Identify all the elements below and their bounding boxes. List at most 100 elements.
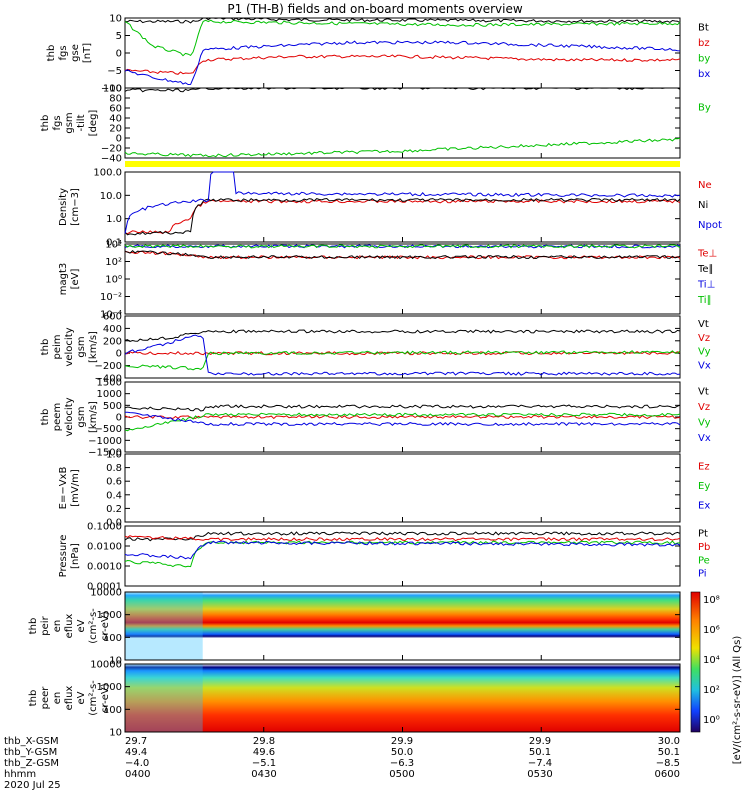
footer-row-label: hhmm xyxy=(4,769,36,780)
legend-Vy: Vy xyxy=(698,347,711,358)
ytick-label: −200 xyxy=(95,361,122,372)
panel-frame xyxy=(124,171,681,243)
ytick-label: 200 xyxy=(103,336,122,347)
ylabel: eV xyxy=(76,691,87,704)
ytick-label: 100 xyxy=(103,633,122,644)
ylabel: eV xyxy=(76,619,87,632)
panel-magt3: 10⁴ 10² 10⁰ 10⁻² 10⁻⁴ magt3 [eV] Te⊥ Te∥ Ti⊥ Ti∥ xyxy=(58,240,717,321)
ylabel: en xyxy=(52,692,63,705)
footer-value: 50.0 xyxy=(391,747,413,758)
series-line-Pb xyxy=(124,535,681,542)
ylabel: thb xyxy=(40,339,51,356)
ylabel: fgs xyxy=(52,115,63,130)
legend-Ni: Ni xyxy=(698,200,708,211)
legend-Ey: Ey xyxy=(698,481,710,492)
legend-Pb: Pb xyxy=(698,542,710,553)
footer-value: 0600 xyxy=(655,769,680,780)
ylabel: velocity xyxy=(64,327,75,366)
series-line-Vy xyxy=(124,350,681,371)
ytick-label: −1500 xyxy=(88,448,122,459)
ytick-label: 0 xyxy=(116,349,122,360)
series-line-Bt xyxy=(124,17,681,24)
series-line-bz xyxy=(124,54,681,75)
ylabel: (cm²-s- xyxy=(88,680,99,716)
ylabel: eflux xyxy=(64,614,75,639)
ytick-label: 0 xyxy=(116,413,122,424)
spectrogram xyxy=(125,664,680,732)
legend-Vz: Vz xyxy=(698,333,710,344)
legend-Ex: Ex xyxy=(698,500,710,511)
ylabel: peim xyxy=(52,334,63,359)
colorbar-tick: 10⁶ xyxy=(703,625,720,636)
footer-value: 30.0 xyxy=(658,736,680,747)
ytick-label: 20 xyxy=(109,124,122,135)
ylabel: -tilt xyxy=(76,114,87,131)
ytick-label: 0.1000 xyxy=(87,522,122,533)
ytick-label: 0.0010 xyxy=(87,562,122,573)
ylabel: gsm xyxy=(64,112,75,133)
legend-By: By xyxy=(698,102,711,113)
ylabel: (cm²-s- xyxy=(88,608,99,644)
ylabel: sr-eV) xyxy=(100,611,111,640)
panel-efield: 1.0 0.8 0.6 0.4 0.2 0.0 E=−VxB [mV/m] Ez Ey Ex xyxy=(58,450,710,529)
series-line-Ni xyxy=(124,197,681,236)
ylabel: peem xyxy=(52,403,63,431)
ytick-label: 0.4 xyxy=(106,490,122,501)
series-line-Pe xyxy=(124,540,681,568)
ylabel: Density xyxy=(58,188,69,226)
ytick-label: 80 xyxy=(109,94,122,105)
ytick-label: 10² xyxy=(105,257,122,268)
ytick-label: 100 xyxy=(103,84,122,95)
series-line-Pt xyxy=(124,531,681,542)
series-line-Vt xyxy=(124,329,681,342)
ytick-label: 0.2 xyxy=(106,504,122,515)
ytick-label: 400 xyxy=(103,324,122,335)
ytick-label: 500 xyxy=(103,401,122,412)
ylabel: [cm−3] xyxy=(70,188,81,226)
footer-value: −5.1 xyxy=(252,758,276,769)
panel-frame xyxy=(124,243,681,315)
ytick-label: 600 xyxy=(103,312,122,323)
spectrogram-early xyxy=(125,664,203,732)
footer-row-label: thb_X-GSM xyxy=(4,736,59,747)
ytick-label: 0 xyxy=(116,49,122,60)
panel-pressure: 0.1000 0.0100 0.0010 0.0001 Pressure [nPa] Pt P… xyxy=(58,522,710,593)
series-line-Ti∥ xyxy=(124,244,681,249)
series-line-Vx xyxy=(125,411,681,427)
ylabel: peer xyxy=(40,686,51,710)
footer-value: −6.3 xyxy=(390,758,414,769)
footer-value: 49.6 xyxy=(253,747,275,758)
ytick-label: 10.0 xyxy=(100,191,122,202)
ylabel: [eV] xyxy=(70,269,81,290)
ytick-label: 1500 xyxy=(97,378,122,389)
ylabel: sr-eV) xyxy=(100,683,111,712)
ylabel: eflux xyxy=(64,686,75,711)
ytick-label: 0.6 xyxy=(106,477,122,488)
ytick-label: −1000 xyxy=(88,436,122,447)
legend-Ti⊥: Ti⊥ xyxy=(697,280,715,291)
ytick-label: −10 xyxy=(101,84,122,95)
footer-value: 29.9 xyxy=(529,736,551,747)
series-line-aux xyxy=(124,87,681,93)
footer-value: −7.4 xyxy=(528,758,552,769)
legend-Pi: Pi xyxy=(698,569,707,580)
ylabel: gsm xyxy=(76,336,87,357)
footer-value: 29.8 xyxy=(253,736,275,747)
ytick-label: 1.0 xyxy=(106,214,122,225)
ylabel: velocity xyxy=(64,397,75,436)
legend-Npot: Npot xyxy=(698,220,722,231)
panel-density: 100.0 10.0 1.0 0.1 Density [cm−3] Ne Ni Npot xyxy=(58,168,722,249)
figure-title: P1 (TH-B) fields and on-board moments ov… xyxy=(227,2,523,16)
footer-value: 29.7 xyxy=(125,736,147,747)
legend-bx: bx xyxy=(698,69,710,80)
colorbar-gradient xyxy=(690,591,701,733)
series-line-Vx xyxy=(124,334,681,376)
ylabel: peir xyxy=(40,615,51,635)
colorbar-tick: 10⁸ xyxy=(703,595,720,606)
legend-Te⊥: Te⊥ xyxy=(697,248,717,259)
legend-Pe: Pe xyxy=(698,555,710,566)
legend-Ne: Ne xyxy=(698,180,712,191)
